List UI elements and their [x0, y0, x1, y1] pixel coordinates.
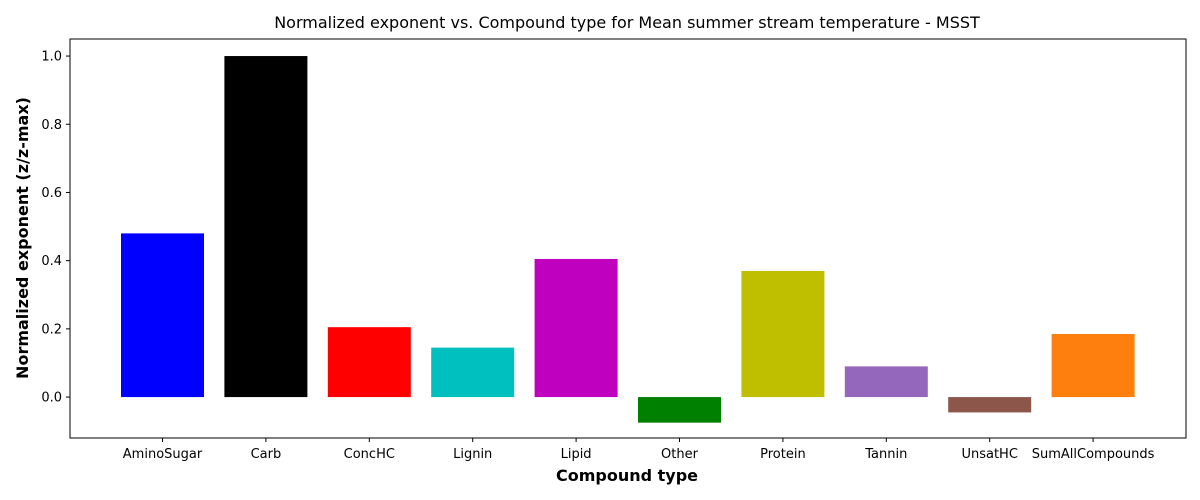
x-tick-label: Carb — [251, 447, 282, 462]
bar-carb — [224, 56, 308, 398]
x-tick-label: UnsatHC — [961, 447, 1017, 462]
bar-sumallcompounds — [1051, 333, 1135, 398]
bar-other — [638, 397, 721, 423]
chart-title: Normalized exponent vs. Compound type fo… — [274, 13, 980, 32]
bar-aminosugar — [121, 233, 204, 398]
x-tick-label: Other — [661, 447, 699, 462]
plot-area — [69, 38, 1187, 439]
x-axis: AminoSugar Carb ConcHC Lignin Lipid Other Prot… — [123, 438, 1155, 462]
y-tick-label: 0.4 — [41, 254, 62, 269]
y-tick-label: 1.0 — [41, 50, 62, 65]
x-tick-label: Lignin — [453, 447, 492, 462]
x-tick-label: Protein — [760, 447, 806, 462]
bar-unsathc — [948, 397, 1032, 413]
bar-lipid — [534, 258, 618, 398]
bar-lignin — [431, 347, 515, 398]
x-tick-label: ConcHC — [344, 447, 395, 462]
y-tick-label: 0.6 — [41, 186, 62, 201]
y-axis-label: Normalized exponent (z/z-max) — [13, 97, 32, 379]
x-tick-label: Tannin — [864, 447, 907, 462]
x-tick-label: Lipid — [561, 447, 592, 462]
y-tick-label: 0.0 — [41, 391, 62, 406]
bar-conchc — [327, 327, 411, 398]
y-axis: 0.0 0.2 0.4 0.6 0.8 1.0 — [41, 50, 70, 406]
bar-tannin — [844, 366, 928, 398]
y-tick-label: 0.8 — [41, 118, 62, 133]
bars-group — [121, 56, 1135, 423]
y-tick-label: 0.2 — [41, 322, 62, 337]
bar-protein — [741, 270, 825, 398]
x-tick-label: SumAllCompounds — [1032, 447, 1155, 462]
x-axis-label: Compound type — [556, 466, 698, 485]
x-tick-label: AminoSugar — [123, 447, 203, 462]
